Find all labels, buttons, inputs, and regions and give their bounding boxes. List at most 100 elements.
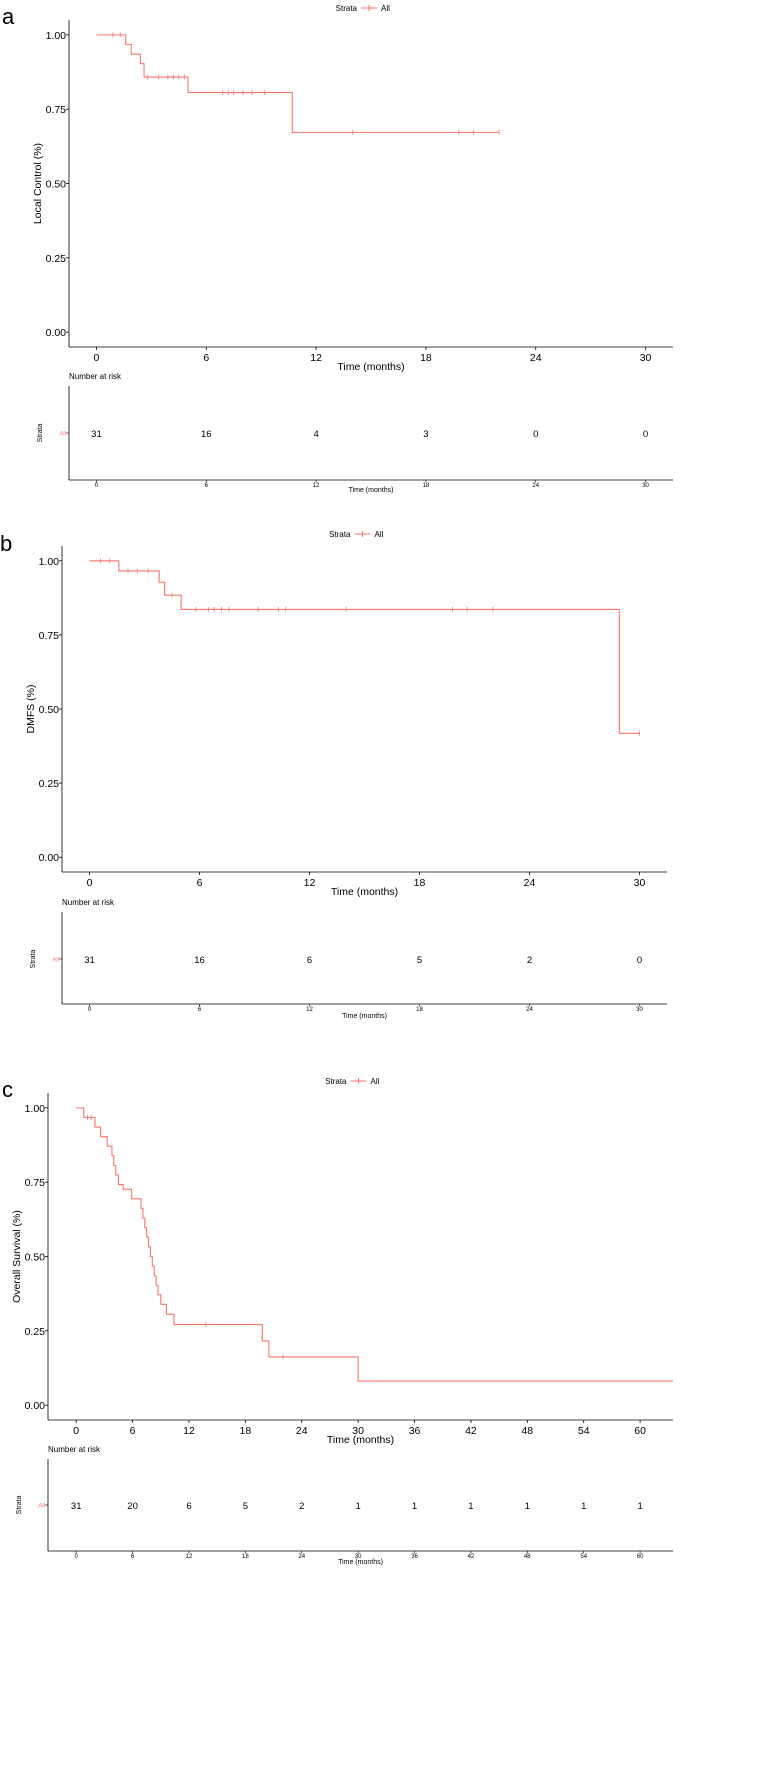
x-tick-label: 18 [414,877,426,889]
y-tick-label: 0.75 [39,630,60,642]
risk-x-tick-label: 18 [416,1007,423,1013]
risk-table-title: Number at risk [69,372,122,381]
risk-x-tick-label: 12 [186,1554,193,1560]
risk-value: 1 [412,1501,417,1512]
risk-x-tick-label: 30 [642,483,649,489]
risk-value: 1 [581,1501,586,1512]
x-tick-label: 0 [73,1425,79,1437]
x-tick-label: 24 [296,1425,308,1437]
legend-entry: All [381,4,390,13]
risk-strata-label: Strata [16,1496,23,1515]
risk-x-tick-label: 6 [131,1554,135,1560]
risk-row-label: All [52,958,59,964]
panel-label-b: b [0,531,12,556]
risk-value: 5 [417,955,422,966]
risk-value: 5 [243,1501,248,1512]
x-tick-label: 12 [304,877,316,889]
y-tick-label: 1.00 [25,1103,46,1115]
risk-x-tick-label: 18 [423,483,430,489]
risk-value: 0 [637,955,642,966]
x-tick-label: 6 [203,352,209,364]
risk-x-tick-label: 48 [524,1554,531,1560]
risk-row-label: All [38,1504,45,1510]
risk-x-tick-label: 24 [298,1554,305,1560]
risk-value: 31 [84,955,95,966]
y-tick-label: 0.25 [39,778,60,790]
risk-x-tick-label: 0 [95,483,99,489]
x-axis-label: Time (months) [337,361,404,373]
x-tick-label: 30 [352,1425,364,1437]
y-axis-label: DMFS (%) [25,685,37,734]
risk-value: 1 [468,1501,473,1512]
y-tick-label: 1.00 [46,30,67,42]
risk-x-tick-label: 42 [468,1554,475,1560]
legend: Strata All [336,4,390,13]
x-tick-label: 12 [183,1425,195,1437]
risk-value: 1 [356,1501,361,1512]
y-tick-label: 0.75 [46,104,67,116]
x-tick-label: 36 [409,1425,421,1437]
risk-table-title: Number at risk [48,1445,101,1454]
x-tick-label: 48 [521,1425,533,1437]
legend-title: Strata [325,1077,347,1086]
km-curve-All [76,1107,673,1382]
y-tick-label: 0.00 [25,1400,46,1412]
risk-value: 3 [423,429,428,440]
x-tick-label: 24 [530,352,542,364]
risk-x-tick-label: 6 [205,483,209,489]
risk-value: 0 [533,429,538,440]
panel-c: c Strata All 0.00 0.25 0.50 0.75 1.00 0 6 12 18 24 30… [2,1077,673,1566]
x-axis-label: Time (months) [331,886,398,898]
x-tick-label: 0 [87,877,93,889]
y-tick-label: 0.75 [25,1177,46,1189]
legend-title: Strata [336,4,358,13]
risk-x-tick-label: 60 [637,1554,644,1560]
risk-value: 1 [525,1501,530,1512]
risk-x-axis-label: Time (months) [342,1013,387,1020]
y-tick-label: 1.00 [39,556,60,568]
x-tick-label: 6 [197,877,203,889]
risk-x-tick-label: 30 [355,1554,362,1560]
risk-value: 20 [127,1501,138,1512]
x-tick-label: 18 [420,352,432,364]
risk-strata-label: Strata [37,424,44,443]
x-tick-label: 0 [94,352,100,364]
risk-x-tick-label: 6 [198,1007,202,1013]
legend-entry: All [371,1077,380,1086]
x-tick-label: 30 [640,352,652,364]
x-tick-label: 6 [130,1425,136,1437]
legend: Strata All [329,530,383,539]
x-tick-label: 42 [465,1425,477,1437]
legend-entry: All [375,530,384,539]
x-tick-label: 18 [240,1425,252,1437]
risk-value: 31 [71,1501,82,1512]
risk-value: 31 [91,429,102,440]
y-tick-label: 0.50 [46,179,67,191]
panel-label-a: a [2,4,15,29]
panel-label-c: c [2,1077,13,1102]
y-axis-label: Overall Survival (%) [11,1210,23,1303]
y-tick-label: 0.25 [46,253,67,265]
legend-title: Strata [329,530,351,539]
y-tick-label: 0.50 [25,1252,46,1264]
y-tick-label: 0.00 [39,852,60,864]
km-curve-All [96,34,500,133]
km-curve-All [89,560,640,734]
risk-x-tick-label: 36 [411,1554,418,1560]
risk-strata-label: Strata [30,950,37,969]
risk-value: 16 [201,429,212,440]
risk-x-tick-label: 24 [532,483,539,489]
x-tick-label: 12 [310,352,322,364]
y-tick-label: 0.00 [46,327,67,339]
risk-x-tick-label: 54 [580,1554,587,1560]
risk-table-title: Number at risk [62,898,115,907]
risk-value: 6 [186,1501,191,1512]
risk-x-tick-label: 12 [306,1007,313,1013]
risk-value: 2 [527,955,532,966]
y-tick-label: 0.25 [25,1326,46,1338]
risk-value: 6 [307,955,312,966]
risk-x-tick-label: 18 [242,1554,249,1560]
risk-x-tick-label: 24 [526,1007,533,1013]
